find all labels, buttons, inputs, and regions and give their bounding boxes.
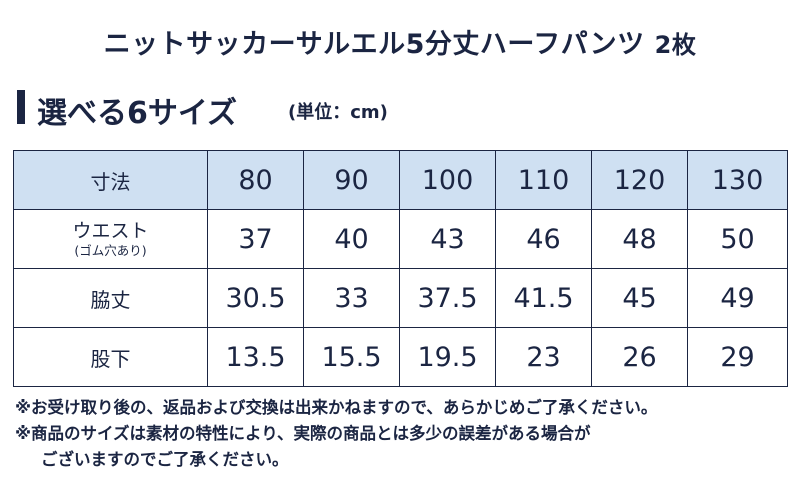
value-cell: 23 <box>495 327 592 387</box>
table-row-side-length: 脇丈 30.5 33 37.5 41.5 45 49 <box>13 268 788 328</box>
value-cell: 29 <box>687 327 788 387</box>
value-cell: 43 <box>399 209 496 269</box>
section-accent-bar <box>17 90 25 124</box>
value-cell: 49 <box>687 268 788 328</box>
value-cell: 46 <box>495 209 592 269</box>
value-cell: 41.5 <box>495 268 592 328</box>
value-cell: 15.5 <box>303 327 400 387</box>
product-count: 2枚 <box>654 31 697 59</box>
value-cell: 50 <box>687 209 788 269</box>
table-row-waist: ウエスト (ゴム穴あり) 37 40 43 46 48 50 <box>13 209 788 269</box>
value-cell: 26 <box>591 327 688 387</box>
row-label: ウエスト <box>72 220 149 242</box>
value-cell: 37 <box>207 209 304 269</box>
unit-note: (単位：cm) <box>288 102 388 123</box>
note-size-variance-continued: ございますのでご了承ください。 <box>41 450 289 469</box>
note-size-variance: ※商品のサイズは素材の特性により、実際の商品とは多少の誤差がある場合が <box>15 424 591 443</box>
value-cell: 13.5 <box>207 327 304 387</box>
size-header-cell: 100 <box>399 150 496 210</box>
value-cell: 19.5 <box>399 327 496 387</box>
section-heading: 選べる6サイズ <box>37 96 237 131</box>
size-header-cell: 130 <box>687 150 788 210</box>
value-cell: 37.5 <box>399 268 496 328</box>
product-title-text: ニットサッカーサルエル5分丈ハーフパンツ <box>103 29 645 60</box>
size-header-cell: 110 <box>495 150 592 210</box>
size-header-cell: 90 <box>303 150 400 210</box>
table-header-row: 寸法 80 90 100 110 120 130 <box>13 150 788 210</box>
size-table: 寸法 80 90 100 110 120 130 ウエスト (ゴム穴あり) 37… <box>13 150 788 387</box>
table-row-inseam: 股下 13.5 15.5 19.5 23 26 29 <box>13 327 788 387</box>
row-label-cell: ウエスト (ゴム穴あり) <box>13 209 208 269</box>
notes: ※お受け取り後の、返品および交換は出来かねますので、あらかじめご了承ください。 … <box>15 395 795 473</box>
product-title: ニットサッカーサルエル5分丈ハーフパンツ 2枚 <box>0 22 800 61</box>
row-sublabel: (ゴム穴あり) <box>74 243 147 258</box>
header-label-cell: 寸法 <box>13 150 208 210</box>
value-cell: 30.5 <box>207 268 304 328</box>
value-cell: 45 <box>591 268 688 328</box>
value-cell: 40 <box>303 209 400 269</box>
note-returns: ※お受け取り後の、返品および交換は出来かねますので、あらかじめご了承ください。 <box>15 398 658 417</box>
row-label: 股下 <box>13 327 208 387</box>
value-cell: 48 <box>591 209 688 269</box>
row-label: 脇丈 <box>13 268 208 328</box>
size-header-cell: 80 <box>207 150 304 210</box>
value-cell: 33 <box>303 268 400 328</box>
size-header-cell: 120 <box>591 150 688 210</box>
